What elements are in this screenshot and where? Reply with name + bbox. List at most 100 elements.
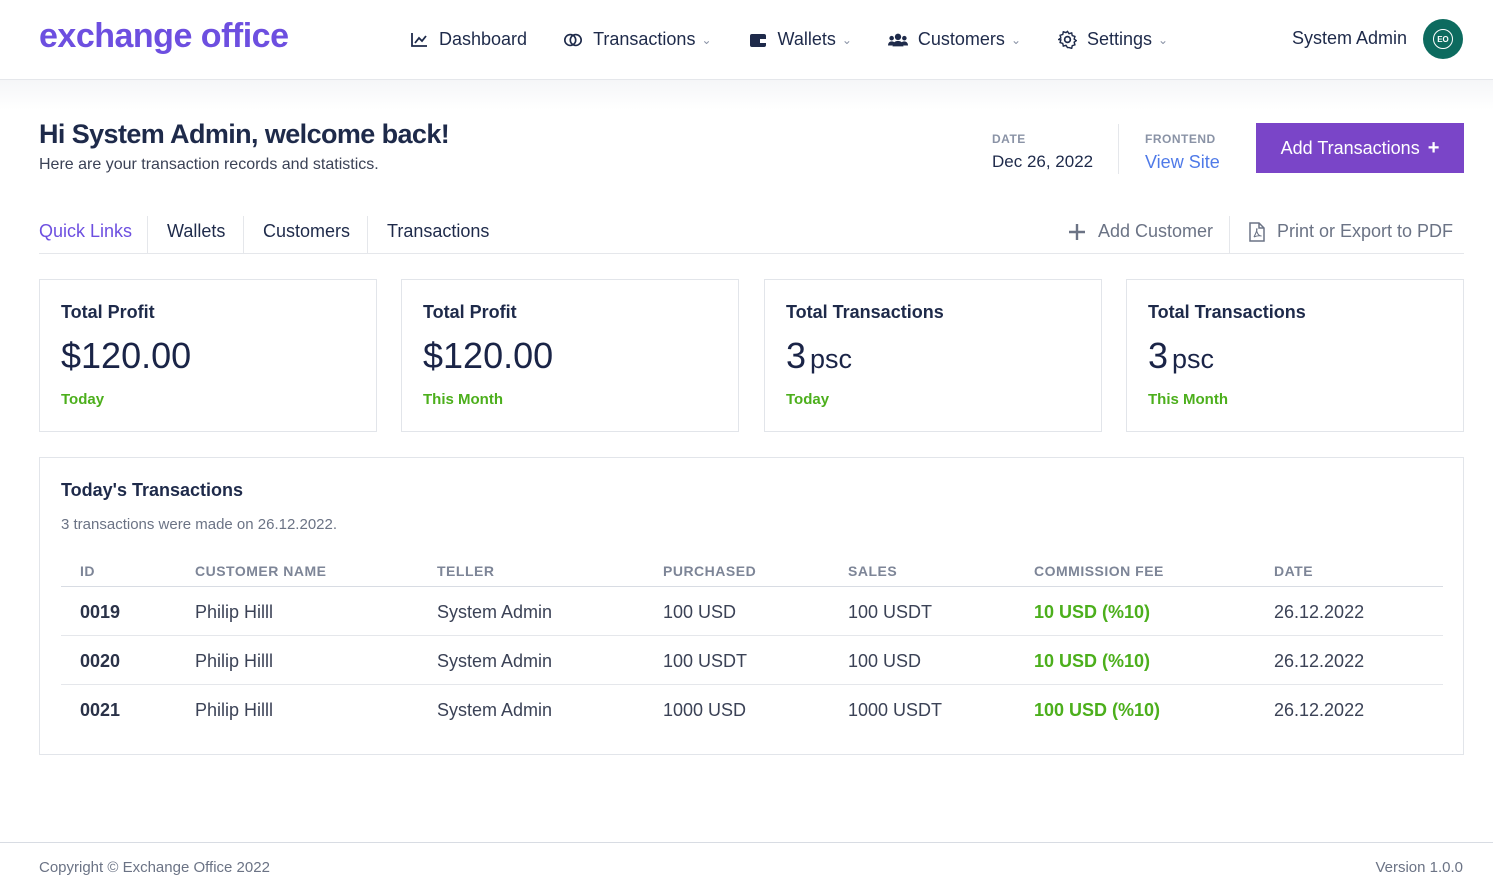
pdf-file-icon (1249, 221, 1265, 242)
table-header: ID CUSTOMER NAME TELLER PURCHASED SALES … (61, 558, 1443, 587)
add-customer-label: Add Customer (1098, 221, 1214, 241)
chart-icon (409, 30, 429, 50)
cell-id: 0020 (80, 651, 121, 671)
nav-customers[interactable]: Customers ⌄ (887, 29, 1021, 50)
date-value: Dec 26, 2022 (992, 152, 1094, 171)
tab-divider (1229, 216, 1230, 253)
stat-title: Total Profit (423, 302, 517, 322)
add-customer-link[interactable]: Add Customer (1068, 216, 1213, 242)
stat-unit: psc (1172, 344, 1215, 374)
col-date: DATE (1274, 563, 1314, 579)
header-shadow (0, 80, 1493, 110)
stat-value: 3 psc (786, 335, 852, 377)
gear-icon (1057, 30, 1077, 50)
stat-number: $120.00 (61, 335, 192, 376)
cell-sales: 1000 USDT (848, 700, 943, 720)
tab-customers[interactable]: Customers (263, 221, 351, 241)
stat-card-profit-today: Total Profit $120.00 Today (39, 279, 377, 432)
cell-date: 26.12.2022 (1274, 700, 1365, 720)
table-row[interactable]: 0020 Philip Hilll System Admin 100 USDT … (61, 636, 1443, 685)
cell-sales: 100 USDT (848, 602, 933, 622)
cell-customer: Philip Hilll (195, 651, 274, 671)
nav-settings[interactable]: Settings ⌄ (1057, 29, 1168, 50)
add-transactions-button[interactable]: Add Transactions + (1256, 123, 1464, 173)
users-icon (887, 30, 908, 50)
stat-card-transactions-today: Total Transactions 3 psc Today (764, 279, 1102, 432)
exchange-icon (563, 30, 583, 50)
page-title: Hi System Admin, welcome back! (39, 119, 450, 149)
tab-divider (147, 216, 148, 253)
col-purchased: PURCHASED (663, 563, 757, 579)
avatar-initials: EO (1433, 29, 1453, 49)
print-export-link[interactable]: Print or Export to PDF (1249, 216, 1453, 242)
footer: Copyright © Exchange Office 2022 Version… (0, 842, 1493, 891)
cell-id: 0019 (80, 602, 121, 622)
logo[interactable]: exchange office (39, 17, 289, 55)
col-customer-name: CUSTOMER NAME (195, 563, 327, 579)
nav-transactions-label: Transactions (593, 29, 696, 49)
stat-unit: psc (810, 344, 853, 374)
stat-title: Total Transactions (1148, 302, 1306, 322)
stat-title: Total Transactions (786, 302, 944, 322)
cell-purchased: 100 USDT (663, 651, 748, 671)
view-site-link[interactable]: View Site (1145, 152, 1220, 172)
stat-period: This Month (1148, 391, 1228, 408)
nav-dashboard-label: Dashboard (439, 29, 528, 49)
page-subtitle: Here are your transaction records and st… (39, 156, 379, 173)
nav-transactions[interactable]: Transactions ⌄ (563, 29, 712, 50)
cell-customer: Philip Hilll (195, 602, 274, 622)
main-nav: Dashboard Transactions ⌄ Wallets ⌄ Custo… (409, 0, 1204, 79)
todays-transactions-card: Today's Transactions 3 transactions were… (39, 457, 1464, 755)
stat-card-profit-month: Total Profit $120.00 This Month (401, 279, 739, 432)
tab-wallets[interactable]: Wallets (167, 221, 226, 241)
tab-transactions[interactable]: Transactions (387, 221, 490, 241)
chevron-down-icon: ⌄ (841, 32, 852, 47)
cell-purchased: 1000 USD (663, 700, 747, 720)
user-name[interactable]: System Admin (1292, 28, 1408, 48)
version: Version 1.0.0 (1375, 859, 1463, 876)
tab-divider (367, 216, 368, 253)
cell-teller: System Admin (437, 602, 553, 622)
copyright: Copyright © Exchange Office 2022 (39, 859, 270, 876)
plus-icon: + (1427, 136, 1440, 159)
table-title: Today's Transactions (61, 480, 244, 500)
cell-id: 0021 (80, 700, 121, 720)
chevron-down-icon: ⌄ (1010, 32, 1021, 47)
add-transactions-label: Add Transactions (1280, 137, 1420, 158)
nav-customers-label: Customers (917, 29, 1005, 49)
col-id: ID (80, 563, 95, 579)
transactions-table: ID CUSTOMER NAME TELLER PURCHASED SALES … (61, 558, 1443, 734)
cell-commission: 100 USD (%10) (1034, 700, 1161, 720)
cell-teller: System Admin (437, 651, 553, 671)
print-export-label: Print or Export to PDF (1277, 221, 1454, 241)
nav-wallets-label: Wallets (777, 29, 836, 49)
col-commission-fee: COMMISSION FEE (1034, 563, 1164, 579)
avatar[interactable]: EO (1423, 19, 1463, 59)
table-row[interactable]: 0021 Philip Hilll System Admin 1000 USD … (61, 685, 1443, 734)
cell-commission: 10 USD (%10) (1034, 602, 1151, 622)
frontend-label: FRONTEND (1145, 132, 1216, 146)
cell-sales: 100 USD (848, 651, 922, 671)
wallet-icon (748, 30, 768, 50)
cell-date: 26.12.2022 (1274, 651, 1365, 671)
chevron-down-icon: ⌄ (701, 32, 712, 47)
cell-customer: Philip Hilll (195, 700, 274, 720)
stat-number: 3 (1148, 335, 1169, 376)
cell-commission: 10 USD (%10) (1034, 651, 1151, 671)
stat-card-transactions-month: Total Transactions 3 psc This Month (1126, 279, 1464, 432)
stat-value: 3 psc (1148, 335, 1214, 377)
tab-quick-links[interactable]: Quick Links (39, 221, 133, 241)
col-sales: SALES (848, 563, 898, 579)
stat-number: $120.00 (423, 335, 554, 376)
table-row[interactable]: 0019 Philip Hilll System Admin 100 USD 1… (61, 587, 1443, 636)
stat-period: Today (786, 391, 830, 408)
table-subtitle: 3 transactions were made on 26.12.2022. (61, 516, 338, 533)
nav-wallets[interactable]: Wallets ⌄ (748, 29, 852, 50)
stat-value: $120.00 (61, 335, 191, 377)
tab-bar: Quick Links Wallets Customers Transactio… (39, 207, 1464, 254)
stat-title: Total Profit (61, 302, 155, 322)
cell-purchased: 100 USD (663, 602, 737, 622)
top-navbar: exchange office Dashboard Transactions ⌄… (0, 0, 1493, 80)
tab-divider (243, 216, 244, 253)
nav-dashboard[interactable]: Dashboard (409, 29, 527, 50)
